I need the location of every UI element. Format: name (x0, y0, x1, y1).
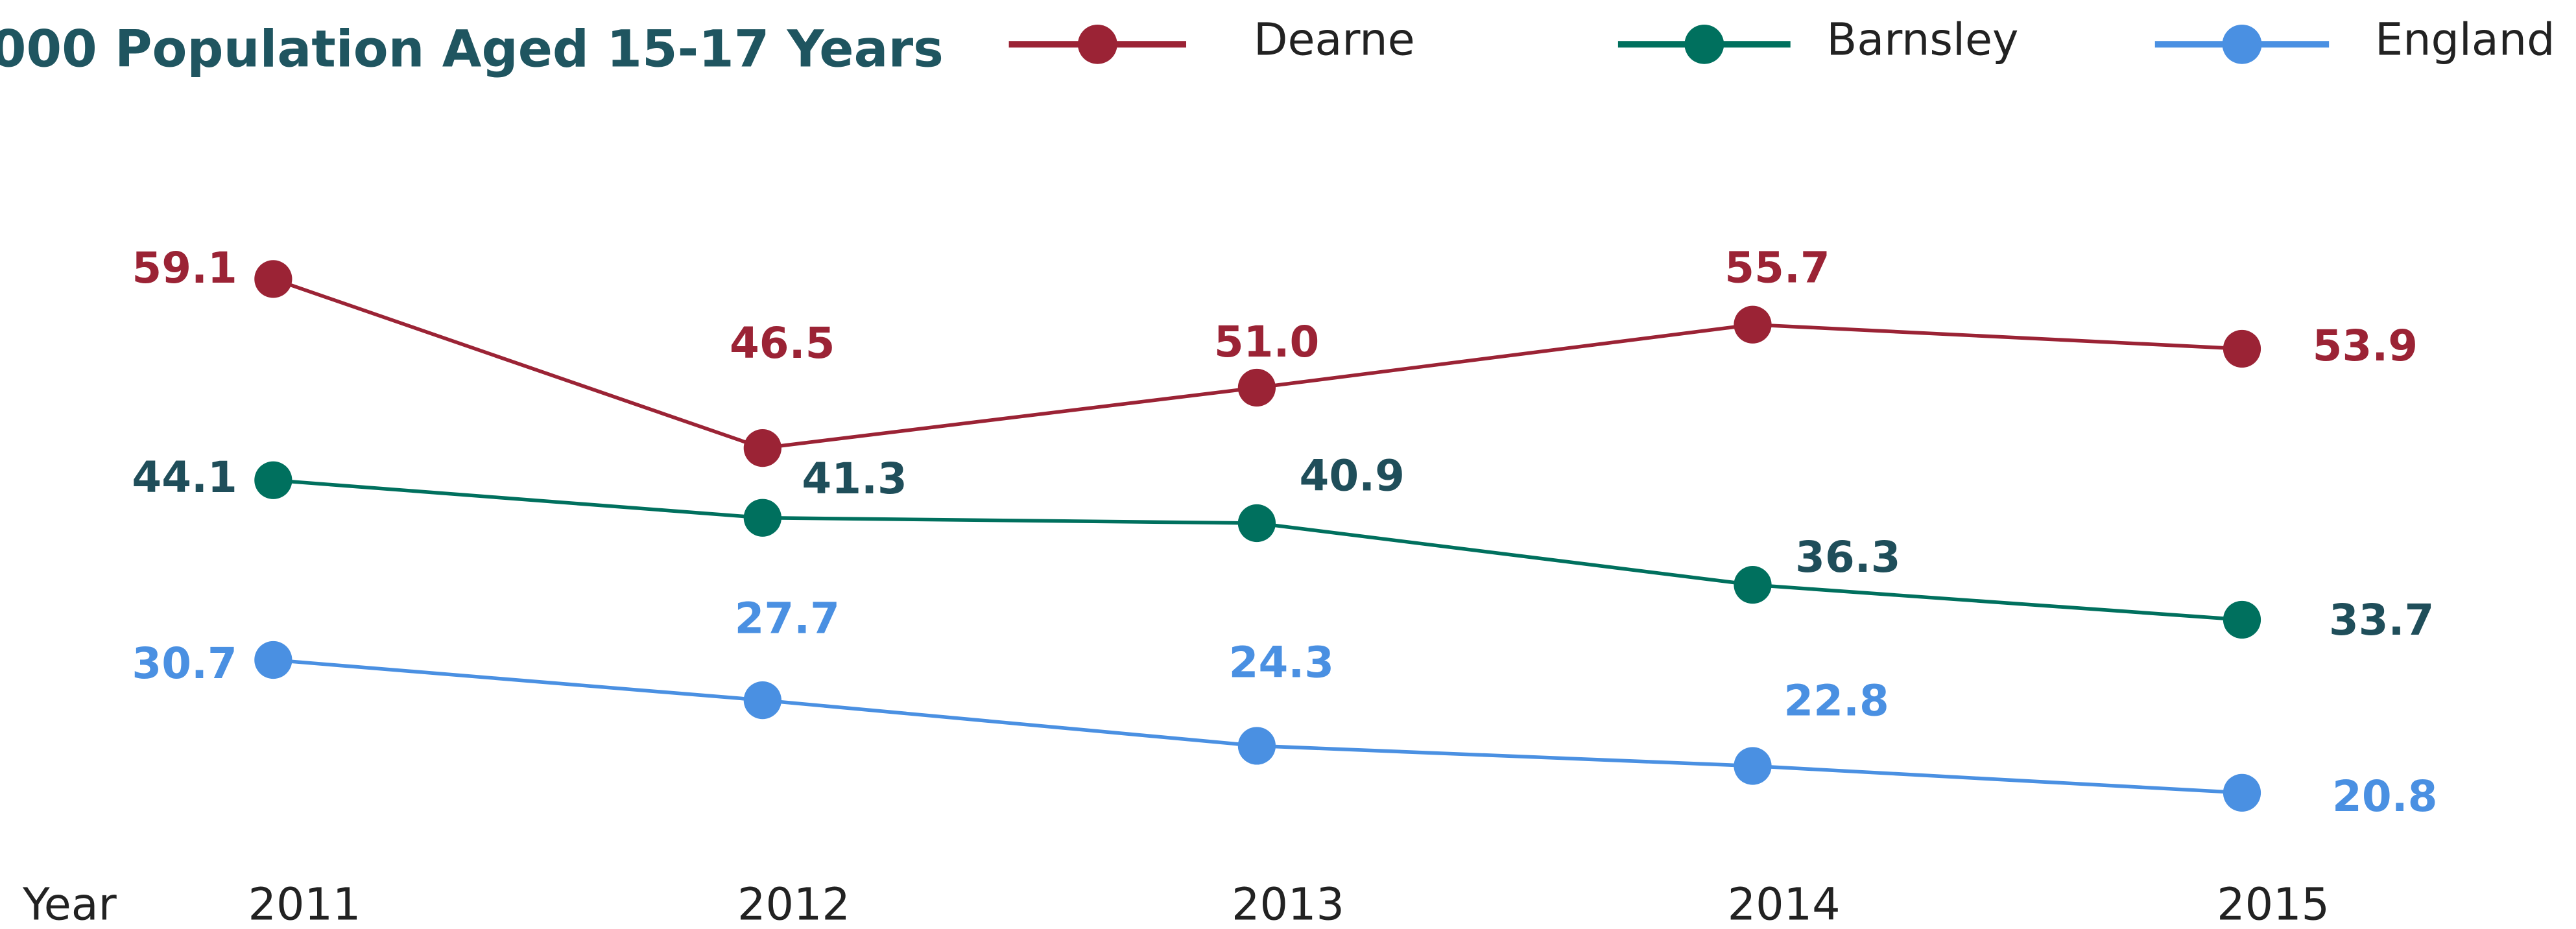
data-label: 22.8 (1783, 676, 1889, 725)
data-point (1734, 747, 1772, 785)
x-axis-label: Year (22, 880, 117, 929)
x-tick-label: 2014 (1728, 880, 1841, 929)
data-label: 44.1 (132, 453, 237, 502)
data-point (1734, 305, 1772, 344)
data-label: 33.7 (2329, 595, 2434, 645)
data-point (1237, 504, 1276, 543)
data-label: 40.9 (1300, 451, 1405, 501)
data-label: 20.8 (2332, 771, 2437, 821)
data-point (254, 641, 292, 679)
data-point (2223, 329, 2261, 368)
data-point (743, 681, 781, 720)
x-tick-label: 2011 (248, 880, 361, 929)
data-label: 36.3 (1795, 532, 1900, 582)
data-label: 55.7 (1724, 242, 1830, 292)
legend-marker (1684, 24, 1724, 64)
data-label: 41.3 (802, 454, 907, 504)
data-point (1237, 727, 1276, 765)
legend-marker (1077, 24, 1117, 64)
x-tick-label: 2015 (2217, 880, 2330, 929)
data-label: 59.1 (132, 243, 237, 293)
data-point (2223, 600, 2261, 639)
x-tick-label: 2013 (1232, 880, 1344, 929)
data-label: 51.0 (1214, 317, 1319, 367)
legend-label: England (2375, 14, 2555, 65)
data-point (2223, 773, 2261, 812)
data-label: 46.5 (730, 318, 835, 368)
data-point (743, 429, 781, 467)
data-label: 27.7 (735, 594, 840, 644)
x-tick-label: 2012 (737, 880, 850, 929)
data-label: 24.3 (1229, 637, 1334, 687)
legend-label: Dearne (1254, 14, 1415, 65)
data-label: 30.7 (132, 639, 237, 688)
data-point (743, 499, 781, 537)
legend-label: Barnsley (1826, 14, 2018, 65)
legend-marker (2222, 24, 2262, 64)
series-line (273, 478, 2243, 622)
data-point (1734, 566, 1772, 604)
chart-title: 000 Population Aged 15-17 Years (0, 19, 944, 78)
data-label: 53.9 (2313, 321, 2418, 371)
data-point (1237, 368, 1276, 407)
data-point (254, 260, 292, 298)
data-point (254, 461, 292, 499)
